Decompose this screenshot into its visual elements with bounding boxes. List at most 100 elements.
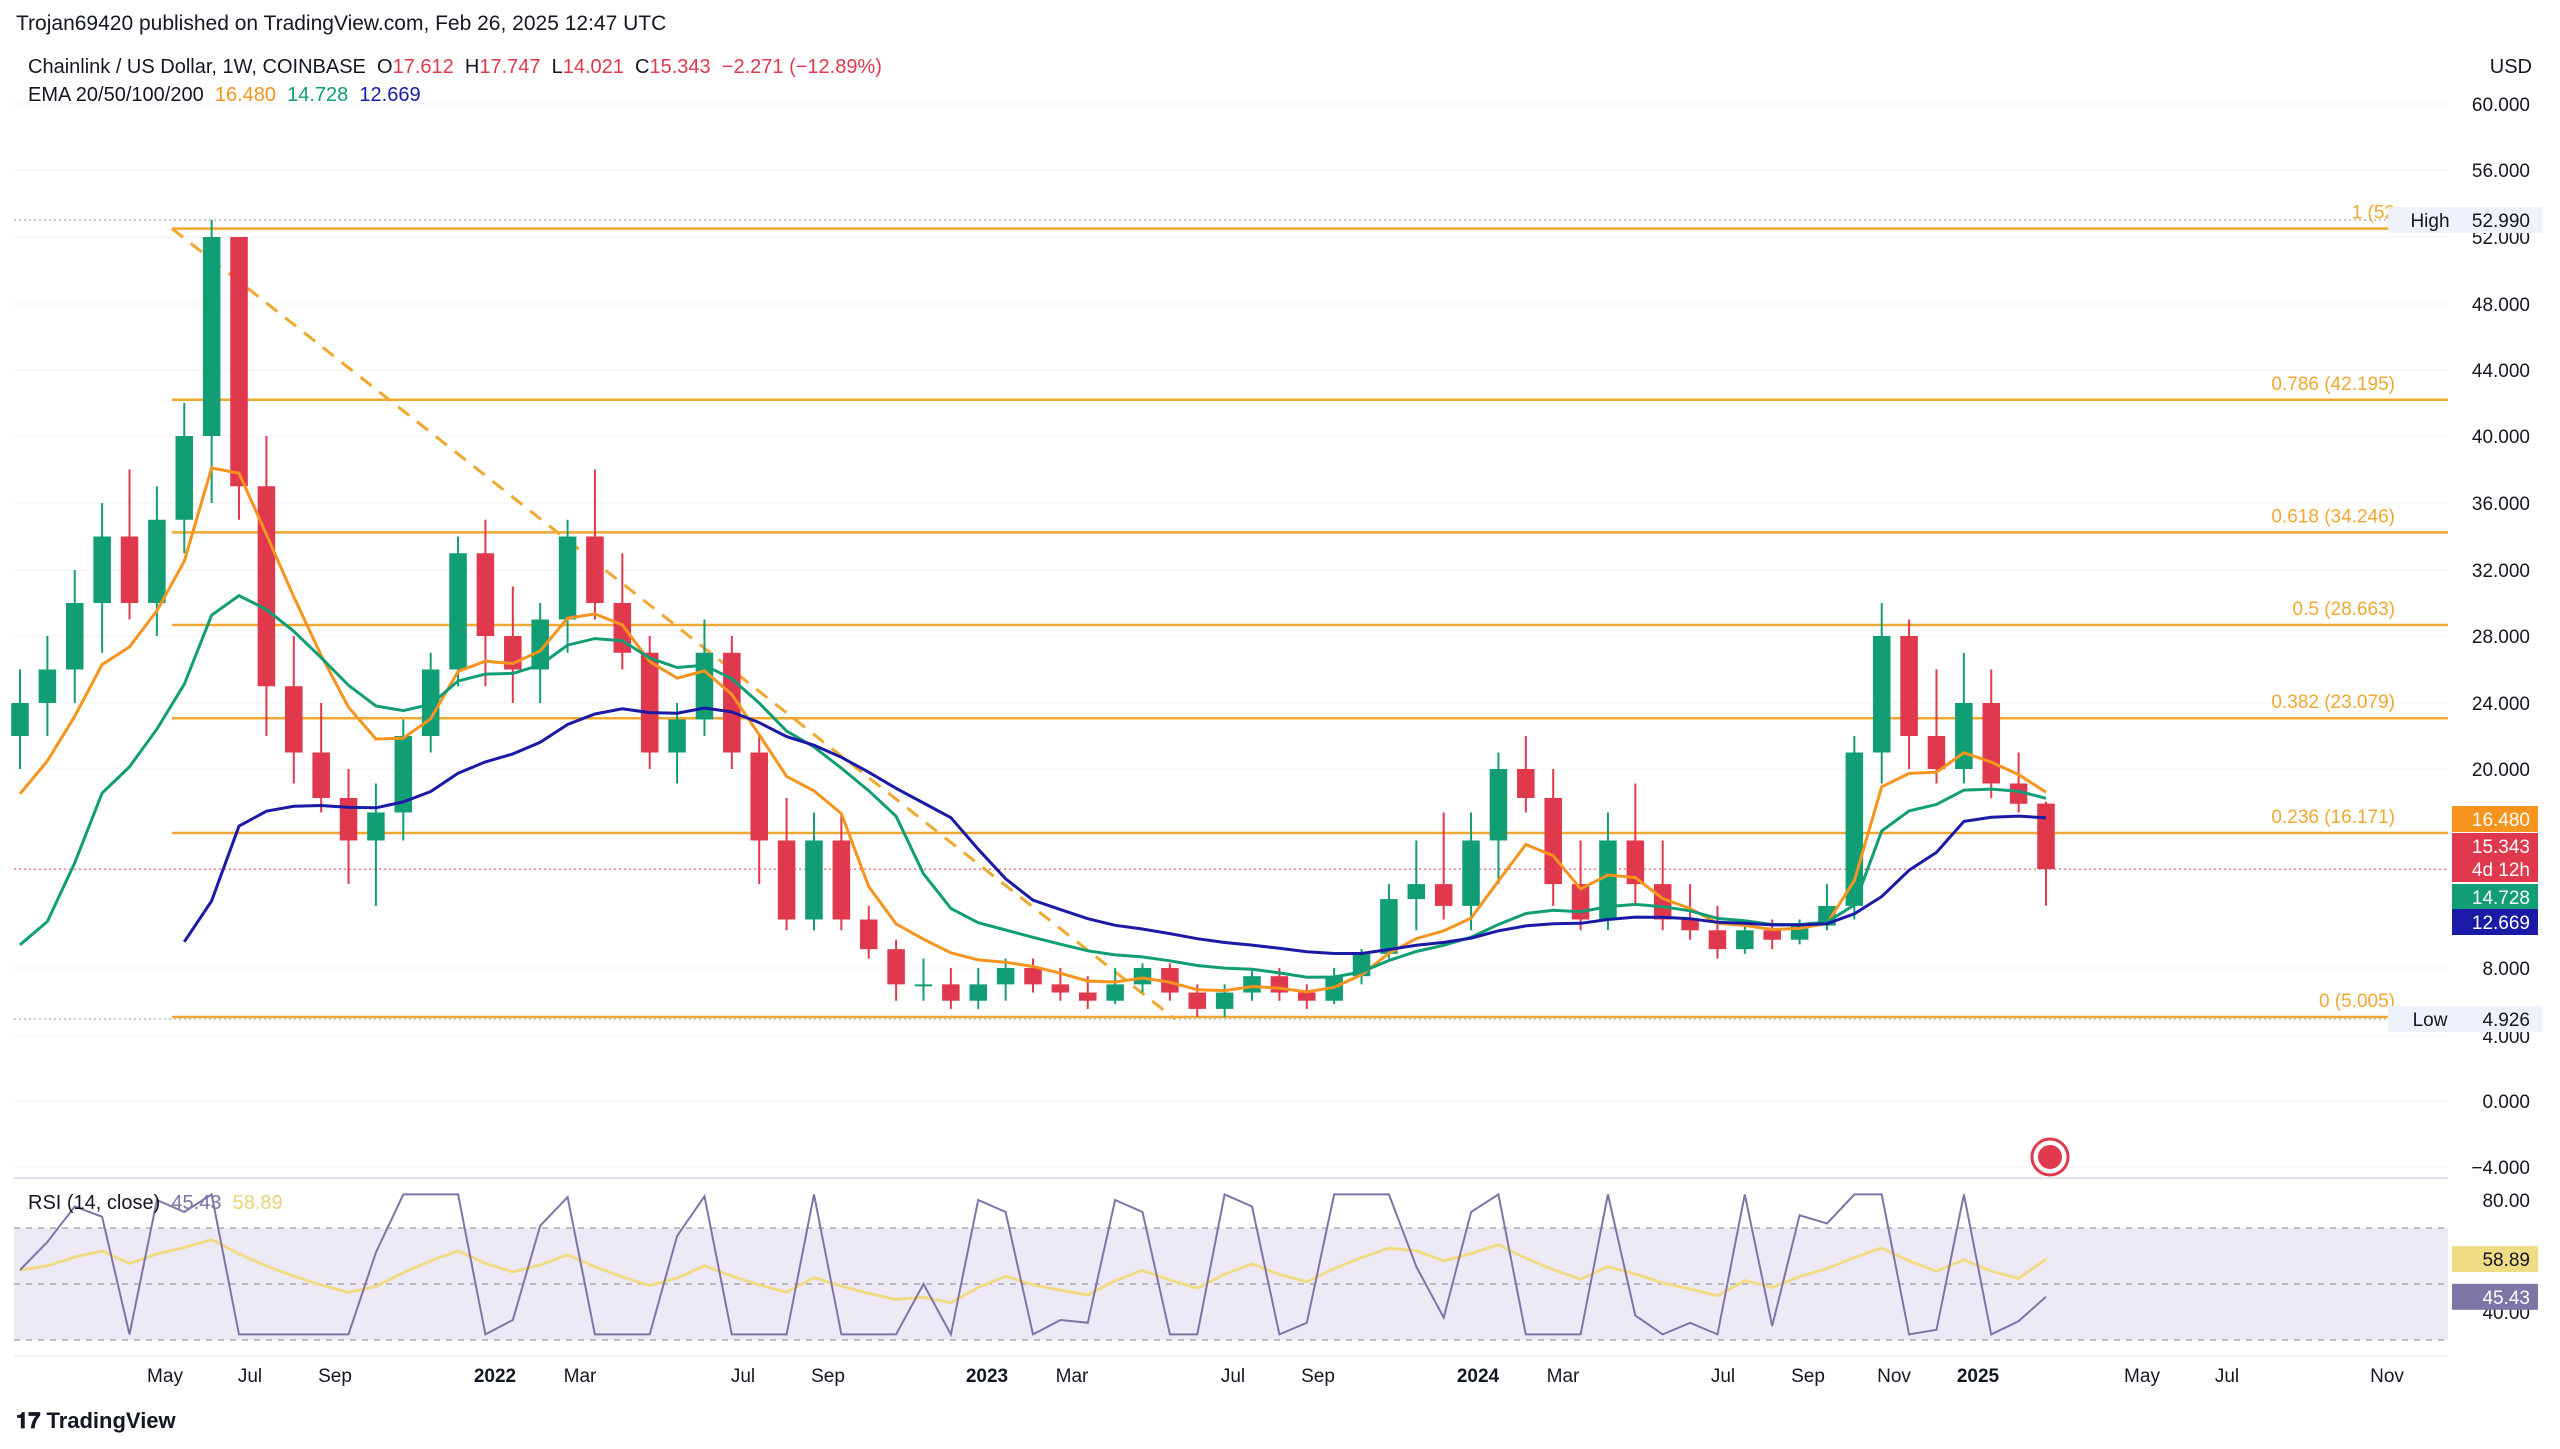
symbol-legend[interactable]: Chainlink / US Dollar, 1W, COINBASE O 17.… [28, 56, 882, 79]
rsi-value: 45.43 [171, 1192, 222, 1214]
time-tick-label: Jul [1221, 1366, 1245, 1387]
candle-body [1462, 840, 1480, 906]
low-value: 14.021 [562, 56, 624, 78]
time-tick-label: Jul [238, 1366, 262, 1387]
time-tick-label: Nov [2370, 1366, 2404, 1387]
candle-body [914, 984, 933, 987]
price-tag-bg [2452, 833, 2538, 859]
rsi-ma-tag: 58.89 [2482, 1250, 2530, 1271]
candle-body [1434, 884, 1453, 906]
candle-body [805, 840, 823, 920]
candle-body [120, 536, 139, 603]
price-tick-label: 56.000 [2472, 161, 2530, 182]
price-tick-label: 32.000 [2472, 561, 2530, 582]
candle-body [312, 752, 330, 798]
ema-legend[interactable]: EMA 20/50/100/200 16.480 14.728 12.669 [28, 84, 421, 107]
candle-body [750, 752, 768, 841]
candle-body [1763, 930, 1781, 940]
candle-body [1078, 992, 1097, 1001]
candle-body [1407, 884, 1426, 900]
price-tick-label: 28.000 [2472, 627, 2530, 648]
candle-body [449, 553, 467, 670]
candle-body [859, 919, 878, 950]
candle-body [1188, 992, 1207, 1009]
candle-body [1298, 992, 1316, 1001]
candle-body [558, 536, 577, 620]
fib-label: 0.236 (16.171) [2271, 807, 2395, 828]
time-tick-label: 2022 [474, 1366, 516, 1387]
close-label: C [635, 56, 650, 78]
ema100-line [183, 706, 2047, 955]
high-tag-bg [2388, 207, 2468, 233]
ema50-value: 14.728 [287, 84, 349, 106]
time-tick-label: Nov [1877, 1366, 1911, 1387]
fib-label: 0.618 (34.246) [2271, 506, 2395, 527]
fib-label: 0.5 (28.663) [2293, 599, 2395, 620]
price-tick-label: 24.000 [2472, 694, 2530, 715]
candle-body [1161, 968, 1179, 993]
low-label: L [551, 56, 563, 78]
change-value: −2.271 (−12.89%) [721, 56, 882, 78]
tradingview-logo[interactable]: 𝟏𝟕 TradingView [16, 1408, 176, 1434]
candle-body [93, 536, 111, 603]
price-tick-label: 36.000 [2472, 494, 2530, 515]
price-tag: 14.728 [2472, 888, 2530, 909]
candle-body [285, 686, 303, 753]
symbol-name: Chainlink / US Dollar, 1W, COINBASE [28, 56, 366, 78]
ema-label: EMA 20/50/100/200 [28, 84, 204, 106]
candle-body [695, 652, 714, 720]
candle-body [1517, 769, 1535, 798]
rsi-value-tag: 45.43 [2482, 1288, 2530, 1309]
candle-body [832, 840, 851, 920]
candle-body [1982, 703, 2001, 784]
time-tick-label: May [2124, 1366, 2160, 1387]
candle-body [38, 669, 57, 703]
time-tick-label: 2024 [1457, 1366, 1500, 1387]
time-tick-label: Sep [318, 1366, 352, 1387]
candle-body [1708, 930, 1727, 950]
ema20-line [18, 466, 2047, 994]
candle-body [1736, 930, 1754, 950]
price-tag: 15.343 [2472, 837, 2530, 858]
price-tick-label: 44.000 [2472, 361, 2530, 382]
time-tick-label: Jul [1711, 1366, 1735, 1387]
rsi-legend[interactable]: RSI (14, close) 45.43 58.89 [28, 1192, 283, 1215]
grid-lines [14, 103, 2448, 1168]
candle-body [1872, 636, 1891, 753]
time-tick-label: May [147, 1366, 183, 1387]
time-tick-label: 2025 [1957, 1366, 2000, 1387]
published-note: Trojan69420 published on TradingView.com… [16, 12, 667, 35]
candle-body [257, 486, 276, 687]
price-tick-label: 52.000 [2472, 228, 2530, 249]
time-tick-label: Sep [811, 1366, 845, 1387]
time-tick-label: Sep [1791, 1366, 1825, 1387]
candle-body [1927, 736, 1946, 769]
candle-body [2037, 803, 2055, 870]
price-tick-label: 48.000 [2472, 295, 2530, 316]
candle-body [1215, 992, 1234, 1009]
low-tag-value: 4.926 [2482, 1010, 2530, 1031]
candle-body [1024, 968, 1042, 985]
candle-body [1544, 797, 1562, 885]
rsi-value-tag-bg [2452, 1283, 2538, 1310]
candle-body [1106, 984, 1124, 1001]
price-tag-bg [2452, 806, 2538, 832]
high-tag-value: 52.990 [2472, 211, 2530, 232]
open-label: O [377, 56, 393, 78]
fib-label: 0 (5.005) [2319, 991, 2395, 1012]
time-tick-label: Mar [1056, 1366, 1089, 1387]
currency-label[interactable]: USD [2489, 56, 2532, 78]
high-value: 17.747 [479, 56, 541, 78]
candle-body [942, 984, 960, 1001]
candle-body [1626, 840, 1645, 885]
high-tag-label: High [2410, 211, 2449, 232]
candle-body [1653, 884, 1672, 920]
time-tick-label: Mar [1547, 1366, 1580, 1387]
candle-body [1133, 968, 1152, 985]
candle-body [531, 619, 549, 670]
candle-body [65, 603, 84, 670]
high-tag-value-bg [2462, 207, 2542, 233]
rsi-line [19, 1192, 2047, 1338]
close-value: 15.343 [649, 56, 711, 78]
